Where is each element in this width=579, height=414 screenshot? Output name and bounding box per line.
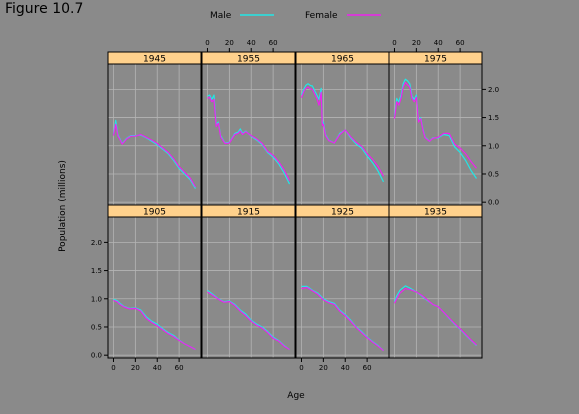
series-line-female: [112, 123, 197, 188]
x-tick-label: 60: [363, 364, 372, 372]
panel-strip: [388, 51, 483, 65]
x-axis-label: Age: [287, 391, 305, 401]
series-line-female: [207, 96, 291, 181]
x-tick-label: 0: [111, 364, 115, 372]
x-tick-label: 20: [131, 364, 140, 372]
x-tick-label: 0: [205, 39, 209, 47]
y-tick-label: 0.0: [488, 199, 499, 207]
y-tick-label: 0.5: [91, 323, 102, 331]
legend-label-female: Female: [305, 11, 338, 21]
strip-label: 1905: [143, 208, 166, 218]
panel-strip: [388, 204, 483, 218]
series-line-female: [300, 86, 385, 177]
legend-label-male: Male: [210, 11, 232, 21]
figure-title: Figure 10.7: [5, 1, 84, 17]
y-axis-label: Population (millions): [58, 160, 68, 252]
strip-label: 1925: [331, 208, 354, 218]
x-tick-label: 40: [247, 39, 256, 47]
x-tick-label: 40: [434, 39, 443, 47]
strip-label: 1965: [331, 55, 354, 65]
series-line-female: [301, 286, 384, 352]
series-line-female: [393, 288, 477, 346]
series-line-female: [207, 291, 290, 351]
panel-bg: [202, 217, 295, 358]
y-tick-label: 1.5: [91, 267, 102, 275]
strip-label: 1955: [237, 55, 260, 65]
strip-label: 1915: [237, 208, 260, 218]
panel-bg: [389, 64, 482, 205]
panel-bg: [108, 217, 201, 358]
y-tick-label: 0.0: [91, 352, 102, 360]
panel-strip: [201, 51, 296, 65]
x-tick-label: 20: [225, 39, 234, 47]
y-tick-label: 0.5: [488, 170, 499, 178]
panel-strip: [107, 204, 202, 218]
y-tick-label: 2.0: [91, 239, 102, 247]
panel-strip: [201, 204, 296, 218]
x-tick-label: 40: [153, 364, 162, 372]
panel-bg: [296, 217, 389, 358]
panel-strip: [107, 51, 202, 65]
x-tick-label: 60: [175, 364, 184, 372]
strip-label: 1975: [424, 55, 447, 65]
x-tick-label: 20: [319, 364, 328, 372]
y-tick-label: 2.0: [488, 86, 499, 94]
strip-label: 1935: [424, 208, 447, 218]
strip-label: 1945: [143, 55, 166, 65]
x-tick-label: 0: [299, 364, 303, 372]
x-tick-label: 60: [456, 39, 465, 47]
series-line-female: [113, 299, 196, 351]
x-tick-label: 20: [412, 39, 421, 47]
y-tick-label: 1.0: [91, 295, 102, 303]
panel-bg: [296, 64, 389, 205]
x-tick-label: 60: [269, 39, 278, 47]
series-line-female: [393, 81, 477, 169]
panel-bg: [202, 64, 295, 205]
y-tick-label: 1.0: [488, 142, 499, 150]
x-tick-label: 40: [341, 364, 350, 372]
y-tick-label: 1.5: [488, 114, 499, 122]
x-tick-label: 0: [392, 39, 396, 47]
panel-bg: [108, 64, 201, 205]
